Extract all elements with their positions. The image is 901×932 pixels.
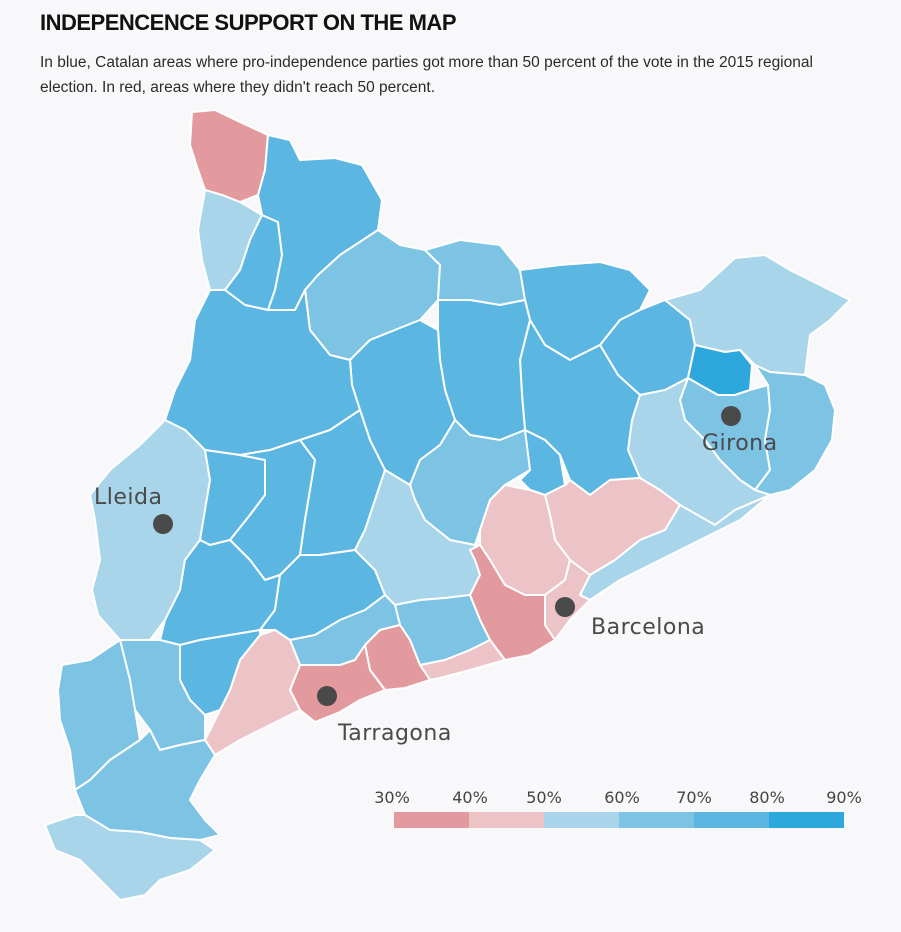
color-legend: 30% 40% 50% 60% 70% 80% 90%: [372, 788, 862, 828]
region-garraf[interactable]: [419, 639, 506, 681]
city-label: Tarragona: [337, 721, 452, 746]
legend-tick: 50%: [526, 788, 562, 807]
legend-swatch-30-40: [394, 812, 469, 828]
region-baix-emporda[interactable]: [754, 364, 836, 496]
legend-swatch-50-60: [544, 812, 619, 828]
page-title: INDEPENCENCE SUPPORT ON THE MAP: [40, 10, 457, 35]
region-baix-llobregat[interactable]: [469, 544, 556, 661]
city-girona[interactable]: Girona: [702, 406, 778, 456]
legend-color-bar: [394, 812, 844, 828]
legend-tick: 80%: [749, 788, 785, 807]
city-label: Barcelona: [591, 615, 705, 640]
legend-tick: 90%: [826, 788, 862, 807]
city-lleida[interactable]: Lleida: [94, 485, 173, 534]
region-montsia[interactable]: [44, 814, 216, 901]
city-marker-icon: [153, 514, 173, 534]
legend-ticks: 30% 40% 50% 60% 70% 80% 90%: [372, 788, 862, 810]
region-maresme[interactable]: [579, 494, 771, 601]
legend-tick: 60%: [604, 788, 640, 807]
region-cerdanya[interactable]: [424, 239, 526, 306]
city-label: Lleida: [94, 485, 162, 510]
legend-swatch-80-90: [769, 812, 844, 828]
city-label: Girona: [702, 431, 778, 456]
region-ribera-debre[interactable]: [119, 639, 206, 751]
city-barcelona[interactable]: Barcelona: [555, 597, 705, 640]
city-marker-icon: [317, 686, 337, 706]
legend-swatch-70-80: [694, 812, 769, 828]
legend-tick: 40%: [452, 788, 488, 807]
legend-tick: 30%: [374, 788, 410, 807]
city-tarragona[interactable]: Tarragona: [317, 686, 452, 746]
legend-swatch-40-50: [469, 812, 544, 828]
region-baix-ebre[interactable]: [74, 729, 221, 841]
legend-swatch-60-70: [619, 812, 694, 828]
region-baix-camp[interactable]: [204, 629, 301, 756]
page-subtitle: In blue, Catalan areas where pro-indepen…: [40, 54, 813, 96]
city-marker-icon: [555, 597, 575, 617]
legend-tick: 70%: [676, 788, 712, 807]
city-marker-icon: [721, 406, 741, 426]
region-val-daran[interactable]: [189, 109, 269, 203]
